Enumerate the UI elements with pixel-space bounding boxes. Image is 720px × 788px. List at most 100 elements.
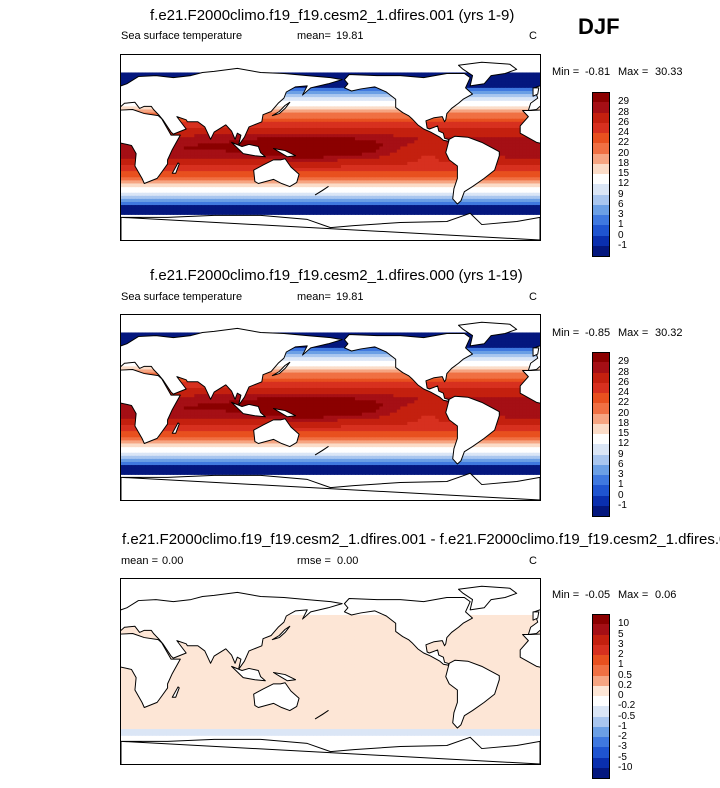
- land-africa: [519, 109, 540, 144]
- land-australia: [253, 418, 300, 448]
- colorbar-tick-label: 15: [618, 428, 630, 439]
- colorbar-tick-label: 12: [618, 178, 630, 190]
- colorbar-swatch: [592, 485, 610, 496]
- colorbar-swatch: [592, 624, 610, 635]
- colorbar-swatch: [592, 685, 610, 697]
- panel3-max-label: Max =: [618, 589, 649, 601]
- colorbar-swatch: [592, 644, 610, 656]
- land-southAmerica: [445, 659, 500, 729]
- land-africa: [121, 109, 181, 185]
- panel2-map: [120, 314, 541, 501]
- land-australia: [253, 158, 300, 188]
- colorbar-tick-label: 1: [618, 659, 624, 671]
- colorbar-tick-label: 3: [618, 469, 624, 480]
- colorbar-swatch: [592, 757, 610, 769]
- land-eurasia: [121, 67, 343, 146]
- map-canvas: [121, 61, 540, 240]
- panel2-units: C: [529, 291, 537, 303]
- colorbar-swatch: [592, 434, 610, 445]
- colorbar-swatch: [592, 716, 610, 728]
- colorbar-swatch: [592, 393, 610, 404]
- colorbar-swatch: [592, 122, 610, 134]
- panel3-rmse-label: rmse =: [297, 555, 331, 567]
- colorbar-tick-label: 18: [618, 157, 630, 169]
- colorbar-tick-label: -5: [618, 751, 627, 763]
- land-indonesia: [231, 141, 266, 158]
- map-canvas: [121, 321, 540, 500]
- land-northAmerica: [343, 333, 474, 402]
- season-label: DJF: [578, 14, 620, 39]
- land-africa: [121, 633, 181, 709]
- colorbar-tick-label: 15: [618, 168, 630, 179]
- colorbar-swatch: [592, 143, 610, 154]
- land-africa: [519, 369, 540, 404]
- colorbar-swatch: [592, 194, 610, 206]
- land-australia: [253, 682, 300, 712]
- colorbar-tick-label: 10: [618, 618, 630, 630]
- panel2-mean-value: 19.81: [336, 291, 364, 303]
- panel1-mean-value: 19.81: [336, 30, 364, 42]
- panel3-max-value: 0.06: [655, 589, 677, 601]
- panel2-field-label: Sea surface temperature: [121, 291, 243, 303]
- colorbar-swatch: [592, 403, 610, 414]
- colorbar-swatch: [592, 184, 610, 195]
- colorbar-tick-label: -1: [618, 720, 627, 732]
- land-uk: [532, 347, 540, 357]
- colorbar-swatch: [592, 362, 610, 373]
- land-antarctica: [121, 212, 540, 240]
- colorbar-tick-label: 6: [618, 458, 624, 470]
- land-northAmerica: [343, 73, 474, 142]
- colorbar-tick-label: 3: [618, 209, 624, 220]
- colorbar-swatch: [592, 352, 610, 363]
- colorbar-tick-label: 26: [618, 376, 630, 388]
- land-borneoNG: [272, 407, 297, 418]
- colorbar-swatch: [592, 92, 610, 103]
- colorbar-tick-label: 18: [618, 417, 630, 429]
- colorbar-tick-label: -3: [618, 741, 627, 753]
- panel2-colorbar: 29 28 26 24 22 20 18 15 12 9 6 3 1 0 -1: [592, 352, 629, 517]
- colorbar-swatch: [592, 696, 610, 707]
- land-newZealand: [314, 186, 329, 196]
- colorbar-swatch: [592, 737, 610, 748]
- colorbar-tick-label: 6: [618, 198, 624, 210]
- land-africa: [519, 633, 540, 668]
- land-greenland: [457, 585, 518, 611]
- colorbar-tick-label: 0.5: [618, 669, 632, 681]
- colorbar-tick-label: 24: [618, 127, 630, 138]
- colorbar-swatch: [592, 634, 610, 646]
- colorbar-tick-label: 29: [618, 96, 630, 108]
- colorbar-tick-label: 5: [618, 628, 624, 640]
- panel2-max-label: Max =: [618, 327, 649, 339]
- colorbar-tick-label: 0: [618, 229, 624, 241]
- colorbar-tick-label: 0: [618, 690, 624, 701]
- colorbar-tick-label: 0: [618, 489, 624, 501]
- panel3-min-label: Min =: [552, 589, 580, 601]
- colorbar-tick-label: 2: [618, 649, 624, 660]
- colorbar-swatch: [592, 413, 610, 425]
- colorbar-swatch: [592, 102, 610, 113]
- panel2-mean-label: mean=: [297, 291, 331, 303]
- panel2-min-label: Min =: [552, 327, 580, 339]
- panel1-units: C: [529, 30, 537, 42]
- colorbar-tick-label: -10: [618, 761, 633, 773]
- land-greenland: [457, 61, 518, 87]
- panel1-max-value: 30.33: [655, 66, 683, 78]
- colorbar-swatch: [592, 665, 610, 676]
- land-antarctica: [121, 736, 540, 764]
- panel3-mean-label: mean =: [121, 555, 158, 567]
- land-indonesia: [231, 401, 266, 418]
- colorbar-tick-label: 20: [618, 147, 630, 159]
- panel1-min-label: Min =: [552, 66, 580, 78]
- colorbar-tick-label: 1: [618, 219, 624, 231]
- panel2-max-value: 30.32: [655, 327, 683, 339]
- colorbar-tick-label: -1: [618, 499, 627, 511]
- colorbar-swatch: [592, 235, 610, 247]
- colorbar-tick-label: -0.2: [618, 700, 636, 712]
- land-newZealand: [314, 710, 329, 720]
- colorbar-swatch: [592, 505, 610, 517]
- colorbar-swatch: [592, 655, 610, 666]
- land-eurasia: [121, 327, 343, 406]
- map-canvas: [121, 585, 540, 764]
- colorbar-tick-label: -1: [618, 239, 627, 251]
- panel3-min-value: -0.05: [585, 589, 611, 601]
